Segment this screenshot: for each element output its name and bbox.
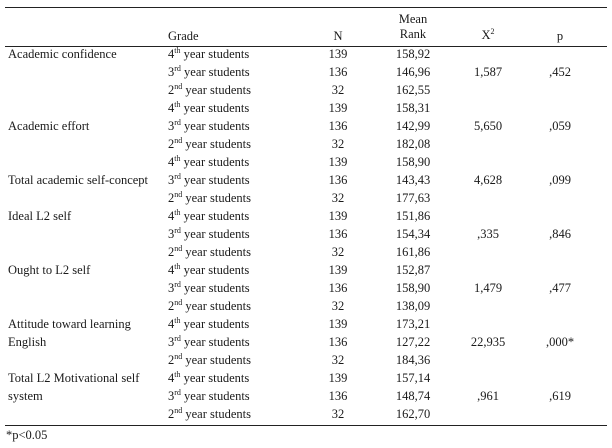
p-value: ,099 (549, 173, 571, 187)
header-n: N (333, 29, 343, 43)
grade-label: 4th year students (168, 208, 250, 224)
header-chi-square: X2 (481, 27, 495, 43)
grade-label: 3rd year students (168, 64, 250, 80)
n-value: 136 (328, 227, 348, 241)
grade-label: 3rd year students (168, 172, 250, 188)
n-value: 136 (328, 335, 348, 349)
n-value: 136 (328, 389, 348, 403)
n-value: 139 (328, 209, 348, 223)
mean-rank-value: 127,22 (395, 335, 431, 349)
mean-rank-value: 177,63 (395, 191, 431, 205)
grade-label: 2nd year students (168, 244, 251, 260)
chi-square-value: 1,587 (473, 65, 503, 79)
n-value: 139 (328, 371, 348, 385)
variable-label: Total academic self-concept (8, 173, 149, 187)
chi-square-value: 4,628 (473, 173, 503, 187)
n-value: 136 (328, 119, 348, 133)
variable-label: Academic effort (8, 119, 90, 133)
n-value: 32 (331, 407, 345, 421)
mean-rank-value: 173,21 (395, 317, 431, 331)
chi-square-value: ,961 (477, 389, 499, 403)
grade-label: 2nd year students (168, 352, 251, 368)
table-top-rule (5, 7, 607, 8)
p-value: ,619 (549, 389, 571, 403)
grade-label: 4th year students (168, 100, 250, 116)
mean-rank-value: 142,99 (395, 119, 431, 133)
mean-rank-value: 158,90 (395, 281, 431, 295)
mean-rank-value: 154,34 (395, 227, 431, 241)
table-bottom-rule (5, 425, 607, 426)
p-value: ,452 (549, 65, 571, 79)
p-value: ,477 (549, 281, 571, 295)
grade-label: 2nd year students (168, 406, 251, 422)
grade-label: 2nd year students (168, 298, 251, 314)
mean-rank-value: 152,87 (395, 263, 431, 277)
variable-label: Ideal L2 self (8, 209, 72, 223)
header-mean-rank-line1: Mean (398, 12, 428, 26)
grade-label: 3rd year students (168, 334, 250, 350)
grade-label: 4th year students (168, 316, 250, 332)
grade-label: 3rd year students (168, 118, 250, 134)
grade-label: 2nd year students (168, 136, 251, 152)
p-value: ,000* (545, 335, 575, 349)
mean-rank-value: 146,96 (395, 65, 431, 79)
mean-rank-value: 143,43 (395, 173, 431, 187)
n-value: 139 (328, 263, 348, 277)
header-grade: Grade (168, 29, 199, 43)
chi-square-value: 22,935 (470, 335, 506, 349)
grade-label: 4th year students (168, 262, 250, 278)
p-value: ,846 (549, 227, 571, 241)
n-value: 136 (328, 281, 348, 295)
table-header-rule (5, 46, 607, 47)
grade-label: 3rd year students (168, 280, 250, 296)
chi-square-value: 1,479 (473, 281, 503, 295)
n-value: 32 (331, 83, 345, 97)
n-value: 139 (328, 317, 348, 331)
mean-rank-value: 158,90 (395, 155, 431, 169)
variable-label: system (8, 389, 43, 403)
footnote: *p<0.05 (6, 428, 48, 442)
n-value: 139 (328, 155, 348, 169)
mean-rank-value: 184,36 (395, 353, 431, 367)
header-p: p (556, 29, 564, 43)
grade-label: 2nd year students (168, 190, 251, 206)
p-value: ,059 (549, 119, 571, 133)
mean-rank-value: 158,92 (395, 47, 431, 61)
mean-rank-value: 161,86 (395, 245, 431, 259)
grade-label: 2nd year students (168, 82, 251, 98)
n-value: 136 (328, 173, 348, 187)
n-value: 32 (331, 353, 345, 367)
n-value: 32 (331, 245, 345, 259)
chi-square-value: ,335 (477, 227, 499, 241)
mean-rank-value: 151,86 (395, 209, 431, 223)
n-value: 32 (331, 137, 345, 151)
n-value: 139 (328, 47, 348, 61)
variable-label: English (8, 335, 47, 349)
variable-label: Ought to L2 self (8, 263, 91, 277)
grade-label: 3rd year students (168, 226, 250, 242)
chi-square-value: 5,650 (473, 119, 503, 133)
mean-rank-value: 157,14 (395, 371, 431, 385)
grade-label: 4th year students (168, 154, 250, 170)
variable-label: Academic confidence (8, 47, 117, 61)
header-mean-rank-line2: Rank (399, 27, 427, 41)
variable-label: Total L2 Motivational self (8, 371, 140, 385)
grade-label: 4th year students (168, 46, 250, 62)
mean-rank-value: 158,31 (395, 101, 431, 115)
mean-rank-value: 162,55 (395, 83, 431, 97)
variable-label: Attitude toward learning (8, 317, 131, 331)
mean-rank-value: 138,09 (395, 299, 431, 313)
n-value: 136 (328, 65, 348, 79)
mean-rank-value: 148,74 (395, 389, 431, 403)
grade-label: 3rd year students (168, 388, 250, 404)
grade-label: 4th year students (168, 370, 250, 386)
mean-rank-value: 182,08 (395, 137, 431, 151)
mean-rank-value: 162,70 (395, 407, 431, 421)
n-value: 32 (331, 191, 345, 205)
n-value: 139 (328, 101, 348, 115)
n-value: 32 (331, 299, 345, 313)
